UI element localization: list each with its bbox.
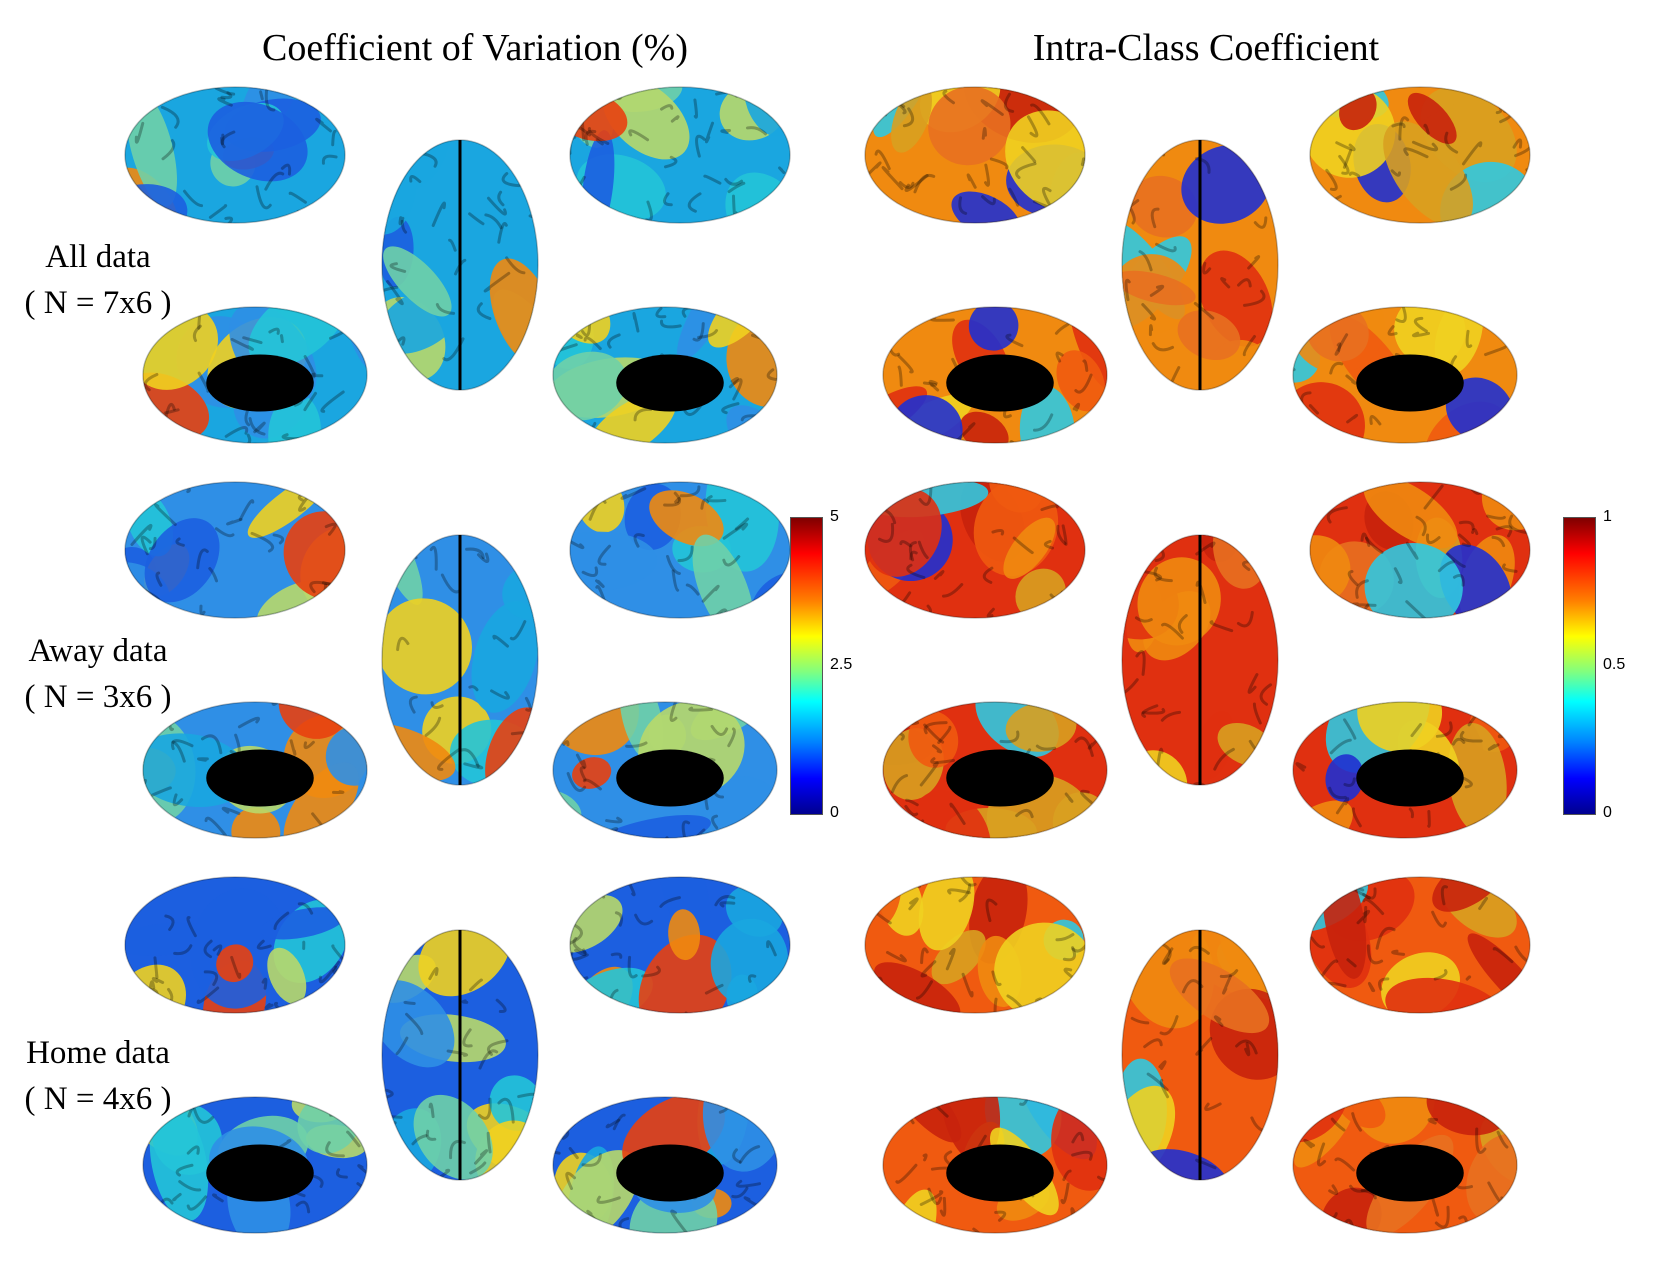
- brain-right-lateral: [1309, 876, 1531, 1014]
- brain-left-medial: [882, 306, 1108, 444]
- brain-right-medial: [552, 1096, 778, 1234]
- brain-left-lateral: [124, 481, 346, 619]
- row-label-home-n: ( N = 4x6 ): [24, 1081, 172, 1117]
- row-label-away: Away data ( N = 3x6 ): [0, 628, 196, 720]
- row-label-home: Home data ( N = 4x6 ): [0, 1030, 196, 1122]
- brain-right-medial: [1292, 701, 1518, 839]
- colorbar-icc-tick-min: 0: [1603, 804, 1612, 821]
- brain-top-view: [381, 929, 539, 1181]
- row-label-all-n: ( N = 7x6 ): [24, 285, 172, 321]
- brain-left-lateral: [864, 481, 1086, 619]
- brain-left-lateral: [124, 86, 346, 224]
- brain-left-medial: [142, 701, 368, 839]
- colorbar-icc: [1563, 517, 1596, 815]
- colorbar-icc-tick-max: 1: [1603, 508, 1612, 525]
- brain-right-lateral: [1309, 481, 1531, 619]
- colorbar-icc-tick-mid: 0.5: [1603, 656, 1626, 673]
- row-label-away-n: ( N = 3x6 ): [24, 679, 172, 715]
- brain-left-medial: [882, 701, 1108, 839]
- brain-right-lateral: [1309, 86, 1531, 224]
- brain-right-medial: [1292, 1096, 1518, 1234]
- brain-left-medial: [142, 1096, 368, 1234]
- brain-top-view: [381, 534, 539, 786]
- brain-right-medial: [1292, 306, 1518, 444]
- colorbar-cov-tick-max: 5: [830, 508, 839, 525]
- brain-right-lateral: [569, 86, 791, 224]
- colorbar-cov-tick-mid: 2.5: [830, 656, 853, 673]
- colorbar-cov: [790, 517, 823, 815]
- column-title-icc: Intra-Class Coefficient: [1032, 27, 1380, 69]
- brain-left-medial: [882, 1096, 1108, 1234]
- brain-right-medial: [552, 306, 778, 444]
- brain-top-view: [1121, 139, 1279, 391]
- row-label-all-name: All data: [45, 239, 151, 275]
- brain-top-view: [1121, 534, 1279, 786]
- brain-top-view: [381, 139, 539, 391]
- brain-right-lateral: [569, 876, 791, 1014]
- brain-right-medial: [552, 701, 778, 839]
- row-label-away-name: Away data: [28, 633, 168, 669]
- colorbar-cov-tick-min: 0: [830, 804, 839, 821]
- brain-left-lateral: [124, 876, 346, 1014]
- brain-left-lateral: [864, 86, 1086, 224]
- column-title-cov: Coefficient of Variation (%): [262, 27, 688, 69]
- brain-left-lateral: [864, 876, 1086, 1014]
- brain-left-medial: [142, 306, 368, 444]
- row-label-all: All data ( N = 7x6 ): [0, 234, 196, 326]
- row-label-home-name: Home data: [26, 1035, 170, 1071]
